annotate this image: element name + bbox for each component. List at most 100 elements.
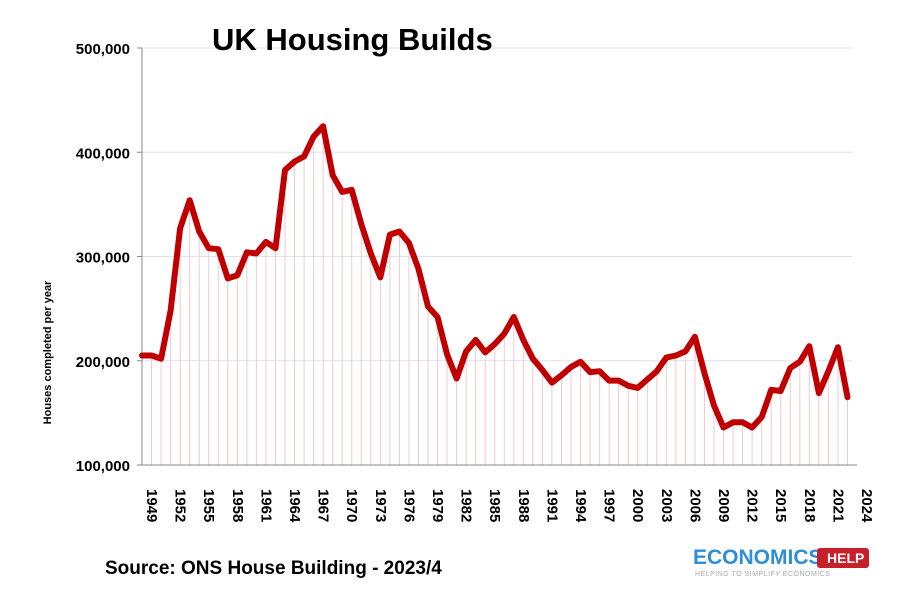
economics-help-logo: ECONOMICS HELP HELPING TO SIMPLIFY ECONO… (693, 546, 873, 586)
x-tick-label: 1988 (515, 489, 532, 522)
x-tick-label: 1964 (286, 489, 303, 523)
data-point (206, 245, 212, 251)
x-tick-label: 2021 (829, 489, 846, 522)
data-point (444, 351, 450, 357)
data-point (654, 368, 660, 374)
data-point (825, 368, 831, 374)
data-point (511, 314, 517, 320)
data-point (692, 334, 698, 340)
data-point (673, 353, 679, 359)
data-point (196, 228, 202, 234)
data-point (635, 385, 641, 391)
data-point (339, 189, 345, 195)
logo-tag: HELP (817, 548, 870, 568)
data-point (435, 314, 441, 320)
data-point (349, 187, 355, 193)
data-point (311, 134, 317, 140)
x-tick-label: 1970 (343, 489, 360, 522)
data-point (616, 378, 622, 384)
x-tick-label: 2012 (744, 489, 761, 522)
x-tick-label: 1985 (486, 489, 503, 522)
x-tick-label: 2009 (715, 489, 732, 522)
data-point (530, 356, 536, 362)
y-tick-label: 400,000 (76, 145, 130, 162)
data-point (492, 341, 498, 347)
data-point (768, 387, 774, 393)
data-point (835, 344, 841, 350)
data-point (749, 424, 755, 430)
data-point (597, 368, 603, 374)
data-point (663, 355, 669, 361)
data-point (168, 308, 174, 314)
data-point (473, 337, 479, 343)
x-tick-label: 1967 (315, 489, 332, 522)
data-point (844, 394, 850, 400)
data-point (301, 153, 307, 159)
data-point (463, 348, 469, 354)
logo-tagline: HELPING TO SIMPLIFY ECONOMICS (695, 571, 831, 578)
data-point (263, 239, 269, 245)
data-point (320, 123, 326, 129)
data-point (721, 424, 727, 430)
data-point (625, 383, 631, 389)
x-tick-label: 1973 (372, 489, 389, 522)
data-point (406, 240, 412, 246)
data-point (177, 225, 183, 231)
data-point (330, 172, 336, 178)
data-point (244, 249, 250, 255)
x-tick-label: 1991 (543, 489, 560, 522)
x-tick-label: 2003 (658, 489, 675, 522)
data-point (377, 274, 383, 280)
data-point (482, 349, 488, 355)
data-point (139, 353, 145, 359)
data-point (778, 388, 784, 394)
data-point (292, 159, 298, 165)
data-point (253, 250, 259, 256)
data-point (368, 250, 374, 256)
data-point (149, 353, 155, 359)
data-point (587, 369, 593, 375)
data-point (549, 380, 555, 386)
data-point (578, 359, 584, 365)
x-tick-label: 2024 (858, 489, 875, 523)
source-note: Source: ONS House Building - 2023/4 (105, 558, 442, 579)
data-point (215, 246, 221, 252)
data-point (234, 272, 240, 278)
logo-word: ECONOMICS (693, 546, 823, 569)
data-point (701, 370, 707, 376)
x-tick-label: 2015 (772, 489, 789, 522)
data-point (806, 343, 812, 349)
x-tick-label: 1976 (400, 489, 417, 522)
x-tick-label: 1958 (229, 489, 246, 522)
x-tick-label: 1961 (257, 489, 274, 522)
x-tick-label: 1994 (572, 489, 589, 523)
x-tick-label: 2018 (801, 489, 818, 522)
data-point (187, 197, 193, 203)
chart-title: UK Housing Builds (212, 22, 493, 57)
data-point (396, 228, 402, 234)
x-tick-label: 1997 (601, 489, 618, 522)
data-point (387, 232, 393, 238)
y-tick-label: 100,000 (76, 458, 130, 475)
data-point (644, 377, 650, 383)
data-point (816, 390, 822, 396)
data-point (606, 378, 612, 384)
x-tick-label: 2000 (629, 489, 646, 522)
data-point (568, 364, 574, 370)
x-tick-label: 1949 (143, 489, 160, 522)
data-point (358, 221, 364, 227)
data-point (415, 266, 421, 272)
data-point (682, 348, 688, 354)
data-point (711, 403, 717, 409)
x-tick-label: 2006 (686, 489, 703, 522)
x-tick-label: 1979 (429, 489, 446, 522)
x-tick-label: 1952 (172, 489, 189, 522)
data-point (520, 337, 526, 343)
y-axis-label: Houses completed per year (42, 280, 54, 424)
data-point (501, 331, 507, 337)
data-point (730, 419, 736, 425)
data-point (158, 356, 164, 362)
data-point (282, 167, 288, 173)
data-point (539, 367, 545, 373)
x-tick-label: 1955 (200, 489, 217, 522)
